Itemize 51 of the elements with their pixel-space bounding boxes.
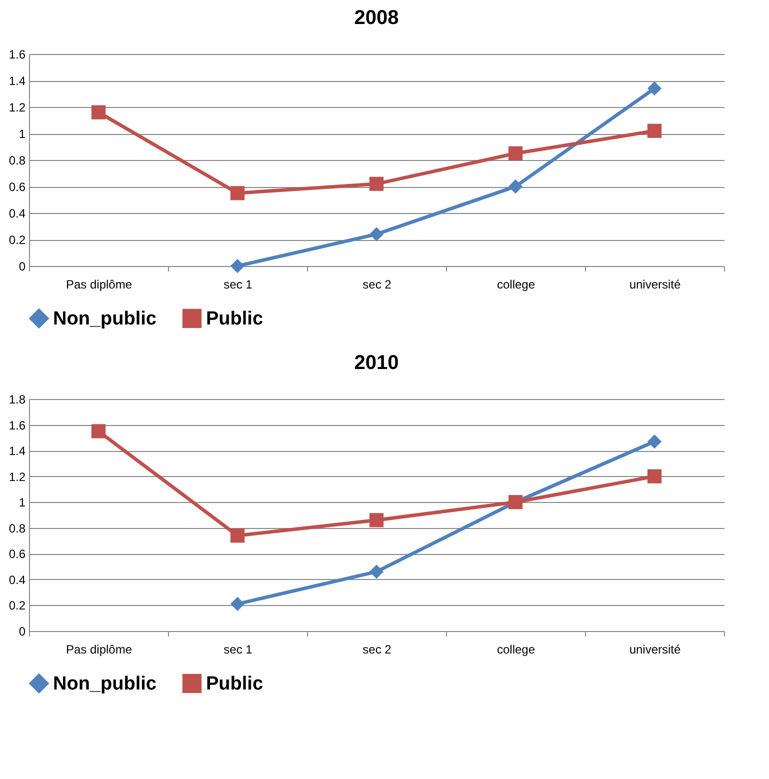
y-tick-label: 0.6 <box>8 547 26 562</box>
point <box>230 528 245 543</box>
legend-label: Public <box>206 308 264 330</box>
y-tick-label: 0 <box>18 260 26 274</box>
x-tick-label: université <box>629 642 682 656</box>
point <box>369 564 384 579</box>
x-tick-label: sec 1 <box>224 642 253 656</box>
chart-title: 2010 <box>354 352 399 374</box>
y-tick-label: 0.4 <box>8 572 26 587</box>
y-tick-label: 0.2 <box>8 598 26 613</box>
legend-label: Non_public <box>53 308 157 330</box>
y-tick-label: 1.4 <box>8 444 26 458</box>
y-tick-label: 1 <box>18 496 26 510</box>
x-tick-label: college <box>496 278 536 292</box>
x-tick-label: sec 2 <box>362 278 392 292</box>
point <box>647 81 662 96</box>
y-tick-label: 0.8 <box>8 154 26 168</box>
y-tick-label: 0.6 <box>8 180 26 194</box>
x-tick-label: sec 2 <box>362 642 392 656</box>
point <box>508 179 523 194</box>
point <box>647 434 662 449</box>
y-tick-label: 1.8 <box>8 392 26 406</box>
point <box>230 596 245 612</box>
point <box>91 105 106 120</box>
y-tick-label: 0.4 <box>8 206 26 220</box>
x-tick-label: college <box>496 642 536 656</box>
point <box>369 513 384 528</box>
point <box>647 469 662 484</box>
legend-label: Non_public <box>53 673 157 694</box>
y-tick-label: 0 <box>18 624 26 638</box>
x-tick-label: sec 1 <box>224 278 253 292</box>
y-tick-label: 0.8 <box>8 521 26 536</box>
point <box>230 186 245 200</box>
y-tick-label: 1.2 <box>8 100 26 114</box>
point <box>369 227 384 242</box>
y-tick-label: 0.2 <box>8 233 26 247</box>
point <box>91 424 106 438</box>
x-tick-label: université <box>629 278 682 292</box>
y-tick-label: 1.2 <box>8 470 26 484</box>
point <box>508 146 523 160</box>
legend-label: Public <box>206 673 264 694</box>
x-tick-label: Pas diplôme <box>66 642 132 656</box>
y-tick-label: 1 <box>18 127 26 141</box>
y-tick-label: 1.6 <box>8 418 26 432</box>
x-tick-label: Pas diplôme <box>66 278 132 292</box>
chart-title: 2008 <box>354 7 399 29</box>
point <box>230 258 245 274</box>
point <box>647 124 662 138</box>
y-tick-label: 1.4 <box>8 74 26 88</box>
y-tick-label: 1.6 <box>8 48 26 62</box>
point <box>369 176 384 191</box>
